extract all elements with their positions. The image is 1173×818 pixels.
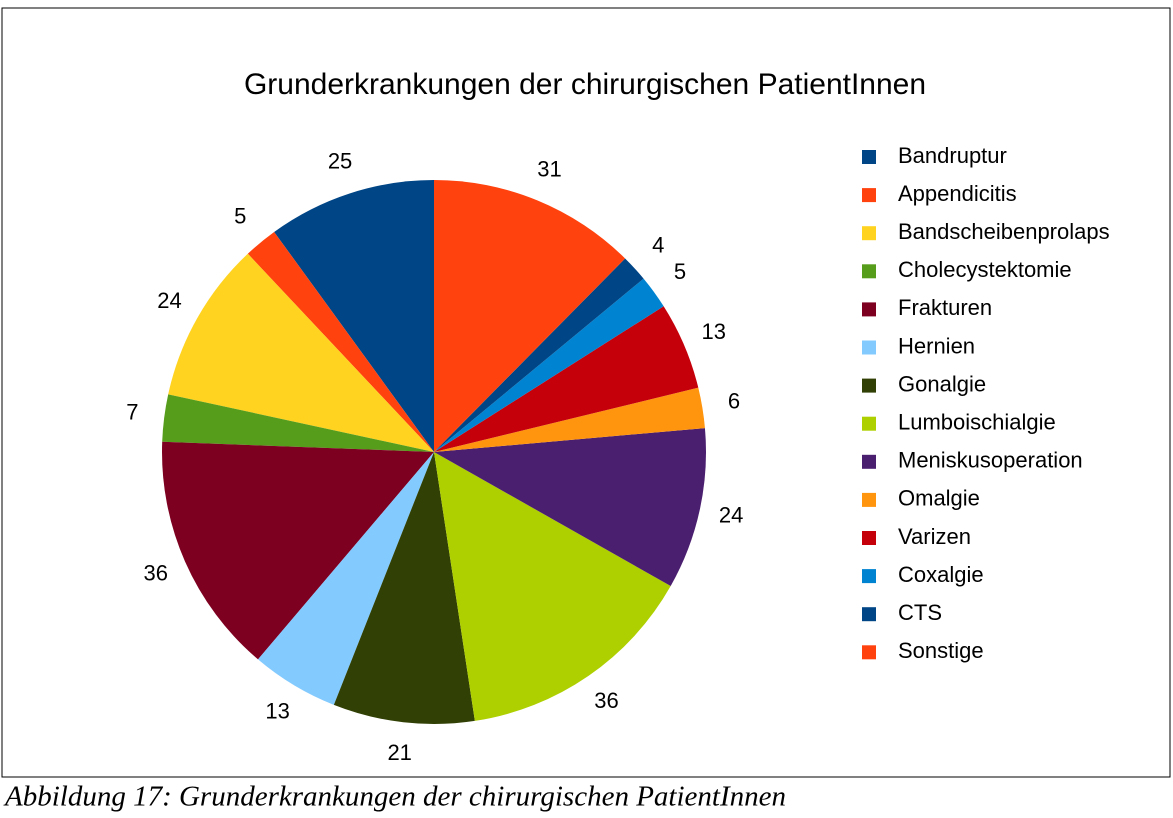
data-label: 5 xyxy=(674,259,686,284)
legend-swatch xyxy=(862,150,876,164)
legend-swatch xyxy=(862,188,876,203)
data-label: 5 xyxy=(234,204,246,229)
legend-swatch xyxy=(862,454,876,469)
pie-slice xyxy=(434,278,664,452)
pie-slice xyxy=(162,441,435,660)
pie-slice xyxy=(434,428,706,587)
caption: Abbildung 17: Grunderkrankungen der chir… xyxy=(3,781,786,813)
legend-label: Cholecystektomie xyxy=(898,257,1072,282)
legend-label: Bandruptur xyxy=(898,143,1007,168)
legend-swatch xyxy=(862,607,876,622)
data-label: 13 xyxy=(265,699,289,724)
legend-label: Bandscheibenprolaps xyxy=(898,219,1110,244)
legend-label: Sonstige xyxy=(898,638,984,663)
legend-label: Gonalgie xyxy=(898,371,986,396)
legend-label: Lumboischialgie xyxy=(898,410,1056,435)
data-label: 6 xyxy=(728,388,740,413)
chart-title: Grunderkrankungen der chirurgischen Pati… xyxy=(244,68,926,101)
data-label: 24 xyxy=(719,502,743,527)
pie-slice xyxy=(434,306,699,452)
legend-swatch xyxy=(862,645,876,660)
data-label: 13 xyxy=(702,319,726,344)
pie-slice xyxy=(274,180,434,452)
legend-swatch xyxy=(862,416,876,431)
legend-swatch xyxy=(862,226,876,241)
legend-label: Omalgie xyxy=(898,486,980,511)
data-label: 7 xyxy=(126,400,138,425)
legend-label: Hernien xyxy=(898,333,975,358)
legend-swatch xyxy=(862,569,876,584)
legend-label: Coxalgie xyxy=(898,562,984,587)
legend-label: Varizen xyxy=(898,524,971,549)
pie-slice xyxy=(434,180,626,452)
legend-swatch xyxy=(862,302,876,317)
legend-swatch xyxy=(862,340,876,355)
legend-swatch xyxy=(862,531,876,545)
data-label: 36 xyxy=(144,560,168,585)
pie-slice xyxy=(434,387,705,452)
pie-slice xyxy=(247,231,434,452)
legend-swatch xyxy=(862,492,876,507)
legend-label: Meniskusoperation xyxy=(898,448,1083,473)
data-label: 25 xyxy=(328,149,352,174)
data-label: 36 xyxy=(594,688,618,713)
pie-slice xyxy=(434,452,671,721)
pie-slice xyxy=(258,452,434,705)
legend-label: Appendicitis xyxy=(898,181,1017,206)
data-label: 24 xyxy=(157,288,181,313)
data-label: 4 xyxy=(652,233,664,258)
pie-slice xyxy=(434,258,644,452)
legend-label: Frakturen xyxy=(898,295,992,320)
legend-label: CTS xyxy=(898,600,942,625)
pie-slice xyxy=(162,394,434,452)
data-label: 21 xyxy=(387,740,411,765)
legend-swatch xyxy=(862,378,876,393)
pie-slice xyxy=(168,253,434,452)
legend-swatch xyxy=(862,264,876,279)
data-label: 31 xyxy=(537,157,561,182)
pie-slice xyxy=(333,452,475,724)
